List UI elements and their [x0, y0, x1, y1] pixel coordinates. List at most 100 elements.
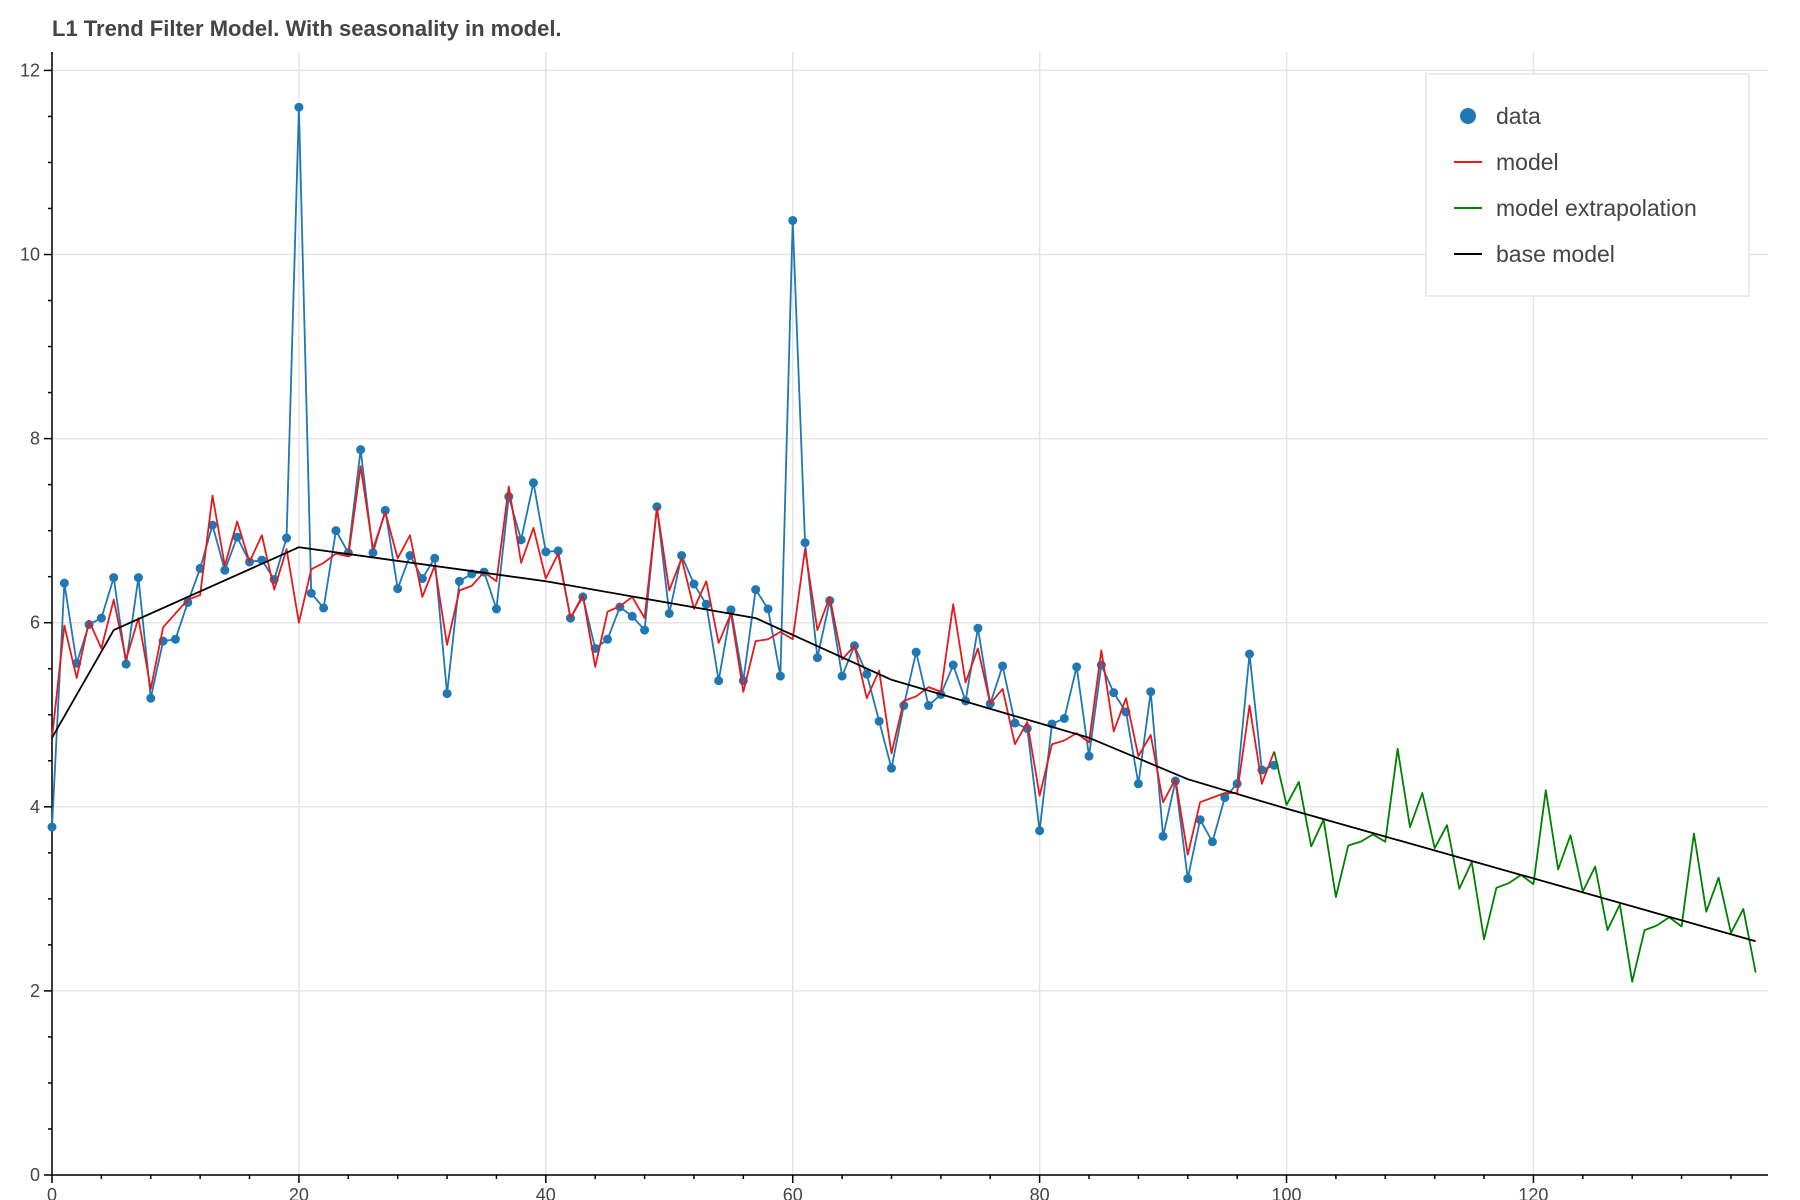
data-point [640, 625, 650, 635]
data-point [59, 578, 69, 588]
legend-label: model extrapolation [1496, 195, 1697, 221]
data-point [356, 445, 366, 455]
legend-label: data [1496, 103, 1541, 129]
data-point [652, 502, 662, 512]
x-tick-label: 0 [47, 1185, 57, 1200]
data-point [677, 551, 687, 561]
data-point [1109, 688, 1119, 698]
x-tick-label: 80 [1030, 1185, 1050, 1200]
chart-title: L1 Trend Filter Model. With seasonality … [52, 16, 562, 41]
x-tick-label: 100 [1272, 1185, 1302, 1200]
data-point [380, 505, 390, 515]
legend: data model model extrapolation base model [1425, 73, 1750, 297]
data-point [1245, 649, 1254, 659]
data-point [948, 660, 958, 670]
series-layer [47, 102, 1757, 983]
data-point [788, 215, 798, 225]
data-point [121, 659, 131, 669]
y-tick-label: 8 [30, 429, 40, 449]
data-point [331, 526, 341, 536]
data-point [504, 492, 514, 502]
x-tick-label: 60 [783, 1185, 803, 1200]
data-point [924, 701, 934, 711]
data-point [998, 661, 1008, 671]
data-point [1010, 718, 1020, 728]
data-point [220, 565, 230, 575]
data-point [491, 604, 501, 614]
x-tick-label: 40 [536, 1185, 556, 1200]
y-tick-label: 4 [30, 797, 40, 817]
y-tick-label: 6 [30, 613, 40, 633]
data-point [886, 763, 896, 773]
data-point [306, 588, 316, 598]
data-point [1133, 779, 1143, 789]
data-point [812, 653, 822, 663]
data-point [146, 693, 156, 703]
x-tick-label: 120 [1518, 1185, 1548, 1200]
data-point [207, 520, 217, 530]
data-point [405, 551, 415, 561]
data-point [603, 634, 613, 644]
legend-box [1425, 73, 1750, 297]
data-point [751, 585, 761, 595]
data-point [170, 634, 180, 644]
data-point [1072, 662, 1082, 672]
data-point [763, 604, 773, 614]
data-point [874, 716, 884, 726]
data-point [1195, 815, 1205, 825]
data-point [1183, 874, 1193, 884]
data-point [973, 623, 983, 633]
y-tick-label: 0 [30, 1165, 40, 1185]
y-tick-label: 10 [20, 245, 40, 265]
data-point [1059, 713, 1069, 723]
series-line-base-model [51, 546, 1756, 943]
series-line-model-extrapolation [1273, 747, 1757, 983]
data-point [1158, 831, 1168, 841]
data-point [430, 553, 440, 563]
data-point [726, 605, 736, 615]
data-point [183, 597, 193, 607]
data-point [664, 609, 674, 618]
data-point [689, 579, 699, 589]
data-point [96, 613, 106, 623]
series-line-data [51, 106, 1275, 880]
data-point [701, 599, 711, 609]
data-point [911, 647, 921, 657]
y-tick-label: 12 [20, 60, 40, 80]
legend-label: base model [1496, 241, 1615, 267]
data-point [627, 611, 637, 621]
x-tick-label: 20 [289, 1185, 309, 1200]
data-point [454, 576, 464, 586]
data-point [714, 676, 724, 686]
data-point [417, 574, 427, 584]
data-point [516, 535, 526, 545]
data-point [368, 548, 378, 558]
data-point [393, 584, 403, 594]
legend-marker-data [1460, 108, 1476, 124]
data-point [800, 538, 810, 548]
data-point [837, 671, 847, 681]
data-point [1084, 751, 1094, 761]
data-point [553, 546, 563, 556]
data-point [294, 102, 304, 112]
data-point [282, 533, 292, 543]
legend-label: model [1496, 149, 1559, 175]
data-point [47, 822, 57, 832]
data-point [1035, 826, 1045, 836]
y-tick-label: 2 [30, 981, 40, 1001]
data-point [1146, 687, 1156, 697]
data-point [232, 532, 242, 542]
data-point [528, 478, 538, 488]
series-line-model [51, 465, 1276, 856]
data-point [442, 689, 452, 699]
data-point [862, 669, 872, 679]
data-point [1220, 793, 1230, 803]
data-point [541, 547, 551, 557]
data-point [775, 671, 785, 681]
data-point [1207, 837, 1217, 847]
data-point [319, 603, 329, 613]
data-point [109, 573, 119, 583]
data-point [133, 573, 143, 583]
